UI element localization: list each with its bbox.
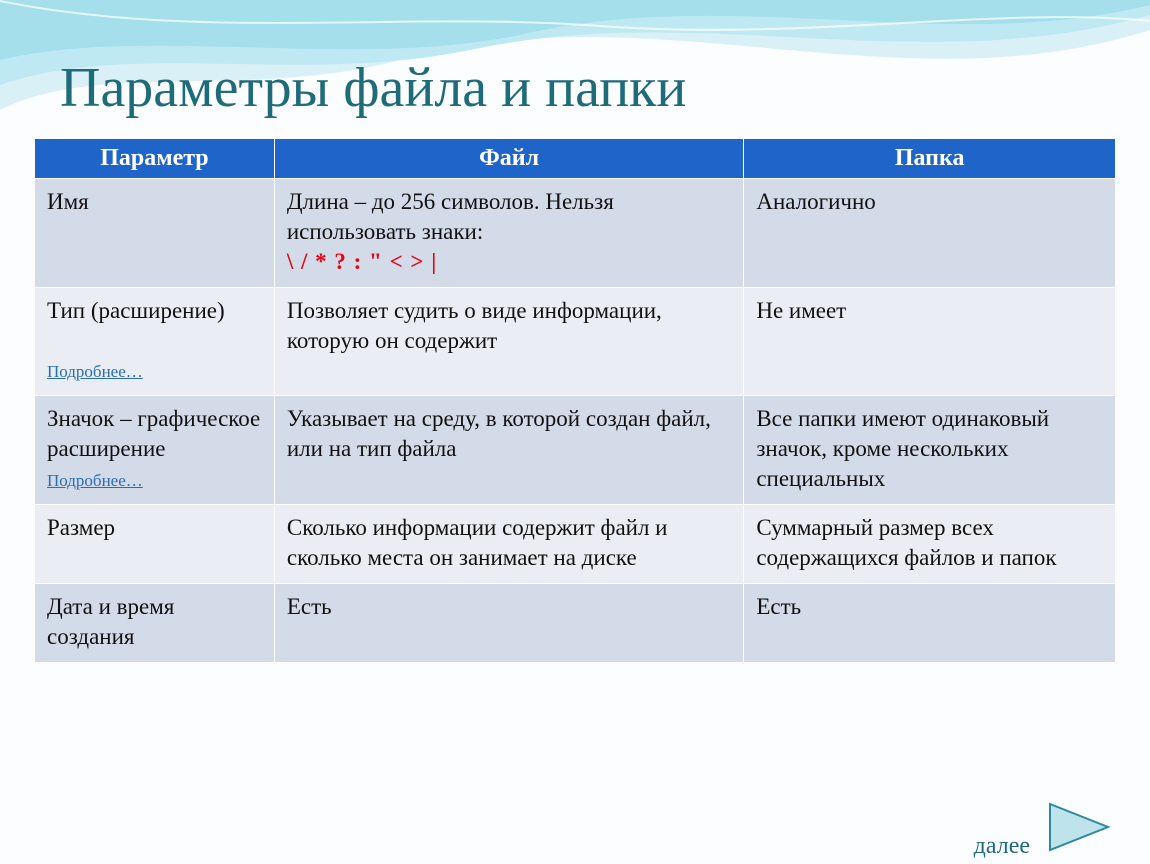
cell-param: Тип (расширение) Подробнее… <box>35 287 275 396</box>
cell-param: Размер <box>35 505 275 584</box>
cell-param: Дата и время создания <box>35 583 275 662</box>
cell-file: Длина – до 256 символов. Нельзя использо… <box>274 179 743 288</box>
table-row: Тип (расширение) Подробнее… Позволяет су… <box>35 287 1116 396</box>
param-text: Значок – графическое расширение <box>47 406 260 461</box>
table-row: Дата и время создания Есть Есть <box>35 583 1116 662</box>
col-header-folder: Папка <box>744 139 1116 179</box>
param-text: Имя <box>47 189 89 214</box>
cell-folder: Есть <box>744 583 1116 662</box>
slide-title: Параметры файла и папки <box>60 56 686 120</box>
table-header-row: Параметр Файл Папка <box>35 139 1116 179</box>
col-header-file: Файл <box>274 139 743 179</box>
cell-file: Сколько информации содержит файл и сколь… <box>274 505 743 584</box>
param-text: Тип (расширение) <box>47 298 225 323</box>
cell-folder: Аналогично <box>744 179 1116 288</box>
params-table: Параметр Файл Папка Имя Длина – до 256 с… <box>34 138 1116 663</box>
more-link[interactable]: Подробнее… <box>47 470 143 492</box>
cell-file: Позволяет судить о виде информации, кото… <box>274 287 743 396</box>
table-row: Размер Сколько информации содержит файл … <box>35 505 1116 584</box>
next-button[interactable] <box>1046 800 1112 854</box>
col-header-param: Параметр <box>35 139 275 179</box>
cell-folder: Суммарный размер всех содержащихся файло… <box>744 505 1116 584</box>
cell-param: Значок – графическое расширение Подробне… <box>35 396 275 505</box>
cell-file: Есть <box>274 583 743 662</box>
cell-folder: Все папки имеют одинаковый значок, кроме… <box>744 396 1116 505</box>
table-row: Значок – графическое расширение Подробне… <box>35 396 1116 505</box>
cell-folder: Не имеет <box>744 287 1116 396</box>
file-text: Длина – до 256 символов. Нельзя использо… <box>287 189 614 244</box>
forbidden-chars: \ / * ? : " < > | <box>287 249 438 274</box>
cell-file: Указывает на среду, в которой создан фай… <box>274 396 743 505</box>
table-row: Имя Длина – до 256 символов. Нельзя испо… <box>35 179 1116 288</box>
next-label: далее <box>974 833 1030 860</box>
cell-param: Имя <box>35 179 275 288</box>
more-link[interactable]: Подробнее… <box>47 361 143 383</box>
